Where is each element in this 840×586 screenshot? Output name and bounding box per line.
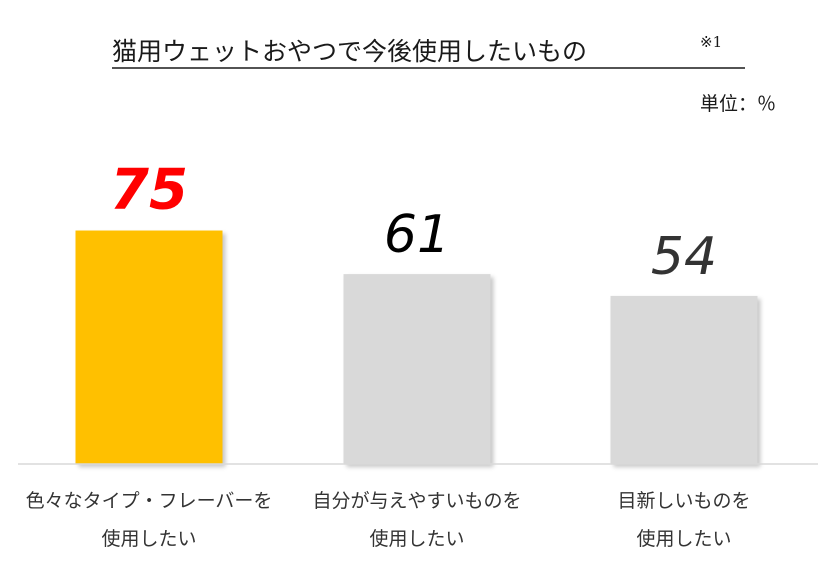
unit-label: 単位：％ xyxy=(700,93,776,115)
category-label-3-line-2: 使用したい xyxy=(636,528,731,550)
value-label-3: 54 xyxy=(651,227,717,287)
category-label-2-line-2: 使用したい xyxy=(369,528,464,550)
category-label-2-line-1: 自分が与えやすいものを xyxy=(312,490,521,512)
category-label-3-line-1: 目新しいものを xyxy=(617,490,750,512)
chart-title: 猫用ウェットおやつで今後使用したいもの xyxy=(112,37,587,66)
labels-layer: 色々なタイプ・フレーバーを使用したい自分が与えやすいものを使用したい目新しいもの… xyxy=(26,490,751,550)
value-label-2: 61 xyxy=(384,205,450,265)
category-label-1-line-2: 使用したい xyxy=(101,528,196,550)
bars-layer xyxy=(75,230,758,464)
category-label-1-line-1: 色々なタイプ・フレーバーを xyxy=(26,490,273,512)
value-label-1: 75 xyxy=(110,158,188,223)
bar-3 xyxy=(610,295,758,464)
bar-1 xyxy=(75,230,223,464)
chart-title-note: ※1 xyxy=(700,33,722,51)
bar-2 xyxy=(343,274,491,464)
values-layer: 75 61 54 xyxy=(110,158,717,287)
